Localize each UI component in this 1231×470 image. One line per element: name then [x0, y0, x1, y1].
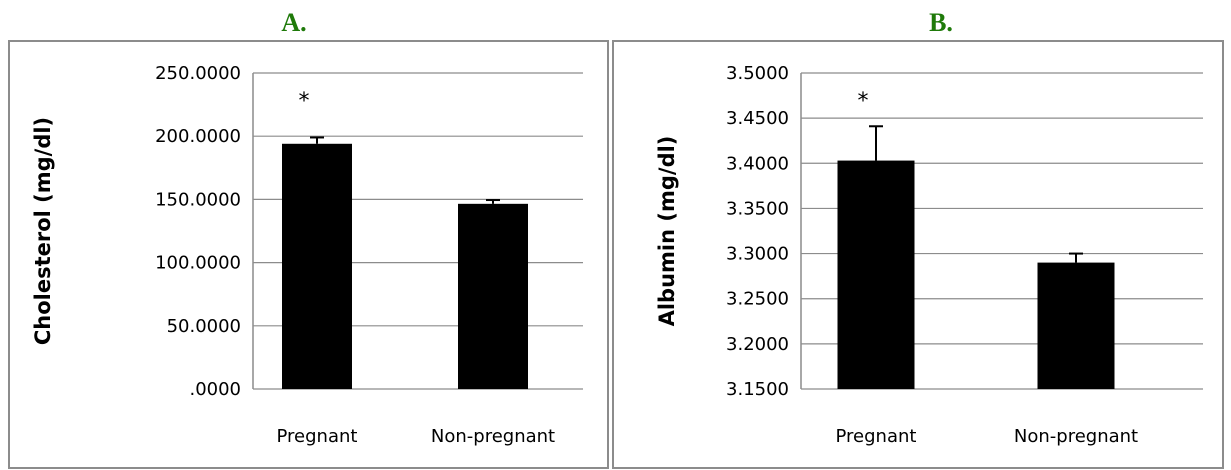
y-tick-label: 150.0000 [155, 189, 241, 210]
bar [282, 143, 352, 389]
bar [458, 203, 528, 389]
y-tick-label: 3.3000 [726, 244, 789, 265]
significance-star: * [858, 89, 869, 114]
significance-star: * [299, 89, 310, 114]
chart-a-svg: .0000 50.0000 100.0000 150.0000 200.0000 250.… [31, 63, 583, 447]
y-axis-label: Albumin (mg/dl) [655, 136, 679, 327]
y-tick-label: 3.5000 [726, 63, 789, 84]
y-tick-label: 3.4000 [726, 153, 789, 174]
panel-label-b: B. [929, 8, 953, 37]
x-category-label: Pregnant [836, 426, 917, 447]
y-tick-label: 200.0000 [155, 126, 241, 147]
chart-panel-b: 3.1500 3.2000 3.2500 3.3000 3.3500 3.4000 3.45… [612, 40, 1224, 469]
x-category-label: Non-pregnant [431, 426, 555, 447]
y-tick-label: .0000 [189, 379, 241, 400]
y-tick-label: 250.0000 [155, 63, 241, 84]
y-tick-label: 3.2000 [726, 334, 789, 355]
y-axis-label: Cholesterol (mg/dl) [31, 117, 55, 345]
chart-b-svg: 3.1500 3.2000 3.2500 3.3000 3.3500 3.4000 3.45… [655, 63, 1203, 447]
y-tick-label: 3.2500 [726, 289, 789, 310]
bar [1037, 262, 1115, 389]
y-tick-label: 3.1500 [726, 379, 789, 400]
chart-panel-a: .0000 50.0000 100.0000 150.0000 200.0000 250.… [8, 40, 609, 469]
y-tick-label: 3.4500 [726, 108, 789, 129]
y-tick-label: 3.3500 [726, 198, 789, 219]
y-tick-label: 100.0000 [155, 253, 241, 274]
bar [837, 160, 915, 389]
panel-label-a: A. [281, 8, 307, 37]
x-category-label: Pregnant [277, 426, 358, 447]
x-category-label: Non-pregnant [1014, 426, 1138, 447]
y-tick-label: 50.0000 [167, 316, 241, 337]
